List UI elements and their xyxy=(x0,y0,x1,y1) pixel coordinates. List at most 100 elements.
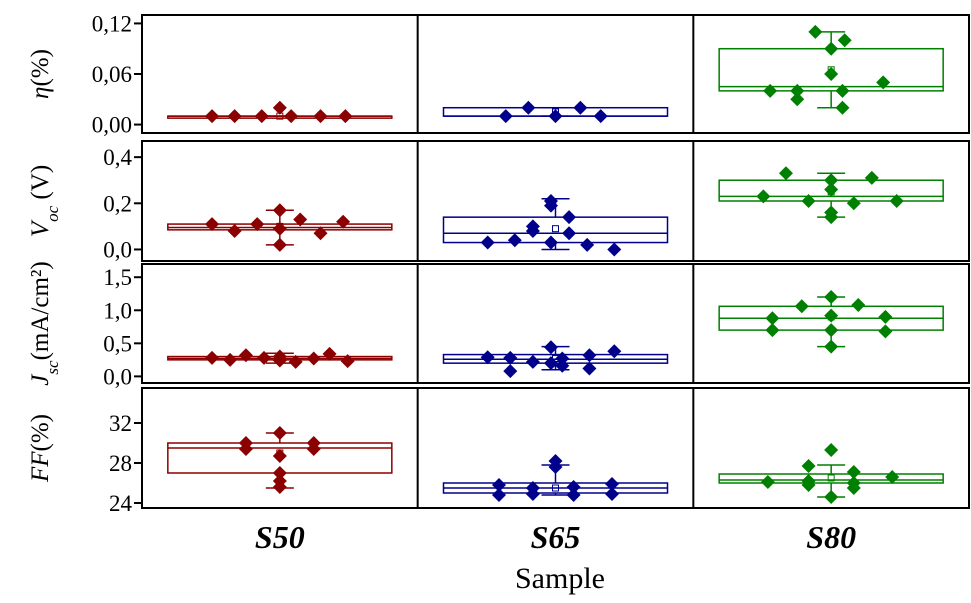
chart-panels: 0,00 0,06 0,12 0,0 0,2 0,4 0,0 0,5 1,0 1,5 24 28 32 xyxy=(92,11,970,516)
y-tick-label: 0,0 xyxy=(103,237,132,262)
box-eta-S80 xyxy=(718,24,944,115)
data-point xyxy=(824,339,839,354)
y-tick-label: 0,5 xyxy=(103,331,132,356)
data-point xyxy=(765,311,780,326)
data-point xyxy=(257,350,272,365)
panel-eta: 0,00 0,06 0,12 xyxy=(92,11,970,138)
data-point xyxy=(835,83,850,98)
data-point xyxy=(555,358,570,373)
data-point xyxy=(272,221,287,236)
y-axis-title-voc: Voc (V) xyxy=(27,165,62,237)
data-point xyxy=(272,353,287,368)
data-point xyxy=(250,217,265,232)
data-point xyxy=(525,224,540,238)
y-tick-label: 0,4 xyxy=(103,145,132,170)
data-point xyxy=(582,348,597,363)
data-point xyxy=(824,41,839,56)
data-point xyxy=(824,290,839,305)
data-point xyxy=(837,33,852,48)
data-point xyxy=(548,460,563,474)
data-point xyxy=(336,214,351,229)
y-title-unit: (mA/cm²) xyxy=(27,261,54,360)
data-point xyxy=(582,361,597,376)
data-point xyxy=(238,348,253,363)
box-voc-S50 xyxy=(167,203,393,252)
data-point xyxy=(272,426,287,440)
data-point xyxy=(555,351,570,366)
panel-jsc: 0,0 0,5 1,0 1,5 xyxy=(103,263,970,389)
x-category-s80: S80 xyxy=(806,519,856,555)
data-point xyxy=(824,443,839,457)
data-point xyxy=(272,237,287,252)
data-point xyxy=(284,109,299,124)
data-point xyxy=(835,100,850,115)
data-point xyxy=(763,83,778,98)
data-point xyxy=(824,182,839,197)
box-ff-S65 xyxy=(442,454,669,502)
data-point xyxy=(876,75,891,90)
data-point xyxy=(794,299,809,314)
data-point xyxy=(507,233,522,248)
data-point xyxy=(790,92,805,107)
box-voc-S80 xyxy=(718,166,944,225)
data-point xyxy=(864,170,879,185)
box-eta-S50 xyxy=(167,100,393,124)
y-title-subscript: oc xyxy=(43,205,62,222)
panel-voc: 0,0 0,2 0,4 xyxy=(103,140,970,262)
data-point xyxy=(846,196,861,211)
data-point xyxy=(543,198,558,213)
data-point xyxy=(562,210,577,225)
y-title-main: η xyxy=(27,87,54,99)
y-title-unit: (V) xyxy=(27,165,54,206)
y-title-unit: (%) xyxy=(27,414,54,451)
data-point xyxy=(607,344,622,359)
data-point xyxy=(338,109,353,124)
box-mean xyxy=(552,484,559,492)
data-point xyxy=(288,354,303,369)
box-voc-S65 xyxy=(442,194,669,257)
panel-frame xyxy=(141,387,970,509)
box-jsc-S80 xyxy=(718,290,944,354)
data-point xyxy=(824,210,839,225)
data-point xyxy=(605,487,620,501)
data-point xyxy=(878,309,893,324)
data-point xyxy=(824,490,839,504)
y-axis-title-ff: FF(%) xyxy=(27,414,54,483)
data-point xyxy=(607,242,622,257)
data-point xyxy=(272,466,287,480)
data-point xyxy=(480,350,495,365)
data-point xyxy=(851,297,866,312)
data-point xyxy=(566,480,581,494)
data-point xyxy=(543,340,558,355)
data-point xyxy=(801,459,816,473)
data-point xyxy=(765,323,780,338)
y-tick-label: 0,00 xyxy=(92,113,132,138)
x-category-labels: S50 S65 S80 xyxy=(255,519,856,555)
data-point xyxy=(272,100,287,115)
data-point xyxy=(760,475,775,489)
data-point xyxy=(503,350,518,365)
data-point xyxy=(824,67,839,81)
data-point xyxy=(543,235,558,250)
data-point xyxy=(562,226,577,241)
y-title-main: FF xyxy=(27,451,54,483)
data-point xyxy=(889,194,904,208)
data-point xyxy=(293,212,308,227)
y-tick-label: 32 xyxy=(109,411,132,436)
panel-frame xyxy=(141,140,970,262)
data-point xyxy=(205,217,220,232)
data-point xyxy=(801,478,816,492)
y-title-main: V xyxy=(27,219,54,237)
data-point xyxy=(306,442,321,456)
data-point xyxy=(756,189,771,204)
data-point xyxy=(525,354,540,369)
data-point xyxy=(491,478,506,492)
data-point xyxy=(824,308,839,323)
data-point xyxy=(543,356,558,371)
box-eta-S65 xyxy=(442,100,669,124)
data-point xyxy=(573,100,588,115)
data-point xyxy=(824,173,839,188)
y-tick-label: 0,2 xyxy=(103,191,132,216)
data-point xyxy=(885,470,900,484)
box-jsc-S50 xyxy=(167,346,393,369)
